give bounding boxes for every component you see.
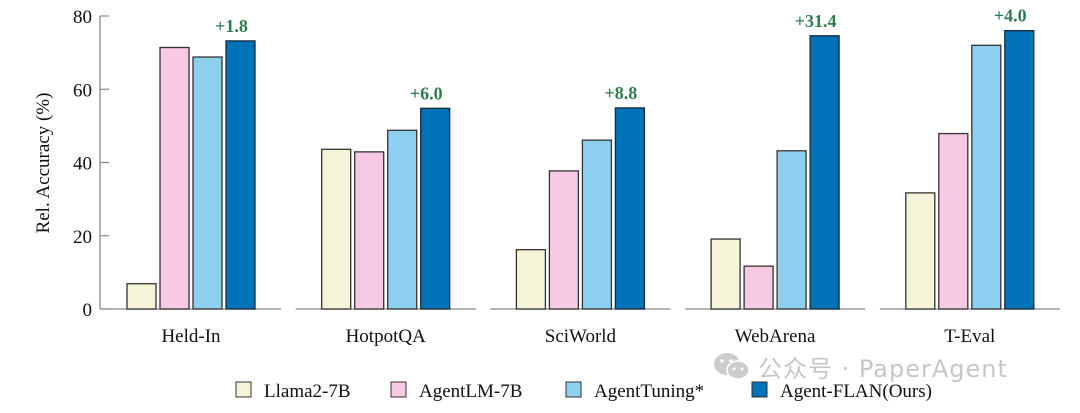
legend-item: AgentLM-7B	[390, 381, 522, 402]
legend: Llama2-7B AgentLM-7B AgentTuning* Agent-FLA…	[235, 381, 932, 402]
bar-agentlm-7b-t-eval	[938, 132, 969, 310]
legend-label: AgentLM-7B	[419, 381, 522, 402]
bars	[126, 29, 1035, 310]
watermark: 公众号 · PaperAgent	[712, 349, 1008, 384]
bar-llama2-7b-held-in	[126, 283, 157, 310]
bar-agent-flan-ours-hotpotqa	[420, 107, 451, 310]
annotations: +1.8 +6.0 +8.8 +31.4 +4.0	[215, 6, 1027, 104]
gain-annotation: +1.8	[215, 16, 248, 36]
x-tick-label: T-Eval	[944, 326, 995, 347]
gain-annotation: +6.0	[410, 83, 443, 103]
bar-agentlm-7b-webarena	[743, 265, 774, 310]
legend-item: AgentTuning*	[565, 381, 704, 402]
bar-agenttuning-t-eval	[971, 44, 1002, 310]
category-labels: Held-In HotpotQA SciWorld WebArena T-Eval	[161, 326, 995, 347]
bar-agenttuning-sciworld	[581, 139, 613, 310]
bar-agentlm-7b-held-in	[159, 46, 190, 310]
y-tick-label: 40	[73, 154, 92, 175]
legend-label: Llama2-7B	[264, 381, 351, 402]
x-tick-label: SciWorld	[545, 326, 617, 347]
y-axis-label: Rel. Accuracy (%)	[33, 93, 54, 234]
y-tick-label: 80	[73, 7, 92, 28]
x-tick-label: WebArena	[735, 326, 816, 347]
bar-agentlm-7b-sciworld	[548, 170, 580, 310]
bar-agenttuning-hotpotqa	[387, 129, 418, 310]
legend-label: AgentTuning*	[594, 381, 704, 402]
y-tick-label: 20	[73, 227, 92, 248]
bar-llama2-7b-webarena	[710, 238, 741, 310]
gain-annotation: +4.0	[994, 6, 1027, 26]
legend-item: Llama2-7B	[235, 381, 351, 402]
bar-llama2-7b-sciworld	[515, 249, 547, 310]
bar-agent-flan-ours-sciworld	[614, 107, 646, 310]
wechat-icon	[714, 352, 750, 380]
legend-label: Agent-FLAN(Ours)	[780, 381, 932, 402]
bar-agenttuning-held-in	[192, 56, 223, 310]
y-tick-label: 0	[83, 300, 93, 321]
bar-agent-flan-ours-held-in	[225, 40, 256, 310]
bar-agentlm-7b-hotpotqa	[354, 151, 385, 310]
gain-annotation: +8.8	[605, 83, 638, 103]
bar-llama2-7b-hotpotqa	[321, 148, 352, 310]
bar-agent-flan-ours-t-eval	[1004, 29, 1035, 310]
legend-swatch	[390, 381, 407, 398]
legend-item: Agent-FLAN(Ours)	[751, 381, 932, 402]
legend-swatch	[751, 381, 768, 398]
y-tick-label: 60	[73, 80, 92, 101]
legend-swatch	[565, 381, 582, 398]
x-tick-label: Held-In	[161, 326, 221, 347]
bar-llama2-7b-t-eval	[905, 192, 936, 310]
gain-annotation: +31.4	[795, 11, 837, 31]
bar-agenttuning-webarena	[776, 150, 807, 310]
bar-agent-flan-ours-webarena	[809, 35, 840, 310]
watermark-text: 公众号 · PaperAgent	[758, 355, 1008, 383]
y-axis: 0 20 40 60 80	[73, 7, 109, 321]
legend-swatch	[235, 381, 252, 398]
x-tick-label: HotpotQA	[346, 326, 427, 347]
